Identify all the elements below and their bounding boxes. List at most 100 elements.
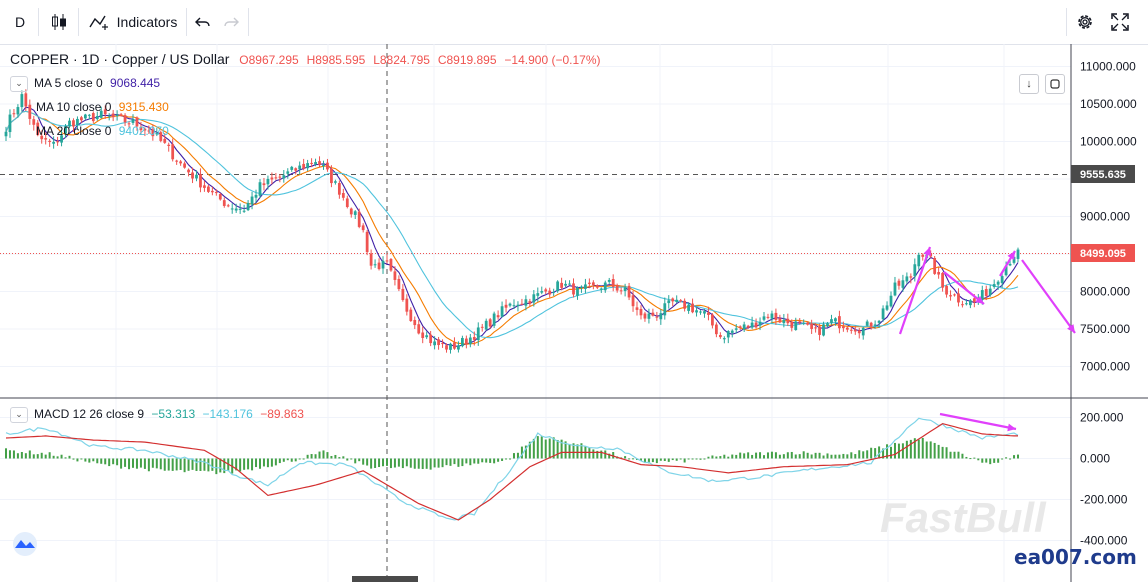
candle-body xyxy=(393,271,397,280)
chart-canvas[interactable]: 11000.000 10500.000 10000.000 9000.000 8000.… xyxy=(0,44,1148,582)
redo-button[interactable] xyxy=(220,6,242,38)
macd-histogram-bar xyxy=(961,453,964,459)
candle-body xyxy=(639,308,643,316)
annotation-arrow xyxy=(1021,259,1076,334)
collapse-icon[interactable]: ⌄ xyxy=(10,76,28,92)
candle-body xyxy=(95,116,99,120)
fullscreen-button[interactable] xyxy=(1106,6,1134,38)
macd-histogram-bar xyxy=(215,458,218,475)
candle-body xyxy=(635,307,639,310)
candle-body xyxy=(853,329,857,332)
macd-histogram-bar xyxy=(580,443,583,459)
macd-histogram-bar xyxy=(897,443,900,459)
candle-body xyxy=(341,192,345,198)
macd-histogram-bar xyxy=(286,458,289,461)
macd-legend[interactable]: ⌄ MACD 12 26 close 9 −53.313 −143.176 −89… xyxy=(10,407,304,423)
candle-body xyxy=(262,183,266,186)
macd-histogram-bar xyxy=(735,454,738,459)
ma20-legend[interactable]: MA 20 close 0 9402.070 xyxy=(36,124,169,138)
macd-histogram-bar xyxy=(84,458,87,462)
macd-histogram-bar xyxy=(24,453,27,459)
macd-histogram-bar xyxy=(282,458,285,462)
annotation-arrow xyxy=(943,271,985,305)
macd-histogram-bar xyxy=(441,458,444,468)
macd-histogram-bar xyxy=(354,458,357,464)
price-tick-label: 9000.000 xyxy=(1080,210,1130,224)
macd-histogram-bar xyxy=(552,437,555,459)
scroll-down-button[interactable]: ↓ xyxy=(1019,74,1039,94)
candle-body xyxy=(234,208,238,211)
macd-histogram-bar xyxy=(838,454,841,459)
macd-histogram-bar xyxy=(965,456,968,459)
candle-body xyxy=(917,254,921,267)
candle-body xyxy=(1016,249,1020,259)
symbol-legend[interactable]: COPPER · 1D · Copper / US Dollar O8967.2… xyxy=(10,51,601,67)
macd-histogram-bar xyxy=(588,447,591,459)
candle-body xyxy=(480,326,484,328)
low-value: L8824.795 xyxy=(373,53,430,67)
macd-histogram-bar xyxy=(679,458,682,460)
logo-icon[interactable] xyxy=(13,532,37,556)
candle-body xyxy=(1000,276,1004,283)
ma10-value: 9315.430 xyxy=(118,100,169,114)
candle-body xyxy=(151,129,155,137)
macd-histogram-bar xyxy=(909,439,912,459)
macd-histogram-bar xyxy=(612,452,615,459)
candles-icon xyxy=(52,14,66,30)
macd-histogram-bar xyxy=(715,456,718,459)
candle-body xyxy=(1008,263,1012,266)
candle-body xyxy=(242,210,246,212)
macd-histogram-bar xyxy=(1005,457,1008,459)
macd-histogram-bar xyxy=(465,458,468,464)
macd-histogram-bar xyxy=(949,451,952,459)
candle-body xyxy=(330,168,333,184)
candle-body xyxy=(810,323,814,329)
candle-body xyxy=(865,321,869,326)
macd-histogram-bar xyxy=(834,454,837,459)
candle-body xyxy=(663,303,667,316)
macd-histogram-bar xyxy=(600,450,603,459)
candle-body xyxy=(524,299,528,306)
macd-histogram-bar xyxy=(366,458,369,466)
candle-body xyxy=(183,163,186,168)
close-value: C8919.895 xyxy=(437,53,497,67)
candle-body xyxy=(707,312,710,315)
macd-histogram-bar xyxy=(675,458,678,461)
moving-averages xyxy=(5,106,1019,347)
macd-histogram-bar xyxy=(921,437,924,459)
macd-histogram-bar xyxy=(128,458,131,470)
candle-body xyxy=(901,280,905,288)
macd-histogram-bar xyxy=(88,458,91,463)
candle-body xyxy=(353,211,357,215)
macd-histogram-bar xyxy=(112,458,115,465)
annotation-arrow xyxy=(939,412,1017,431)
ma20-value: 9402.070 xyxy=(118,124,169,138)
candle-body xyxy=(730,330,734,333)
macd-histogram-bar xyxy=(774,452,777,459)
candle-body xyxy=(679,300,683,302)
candle-body xyxy=(544,289,548,292)
candle-body xyxy=(167,144,171,146)
macd-histogram-bar xyxy=(798,454,801,459)
ma20-label: MA 20 close 0 xyxy=(36,124,112,138)
collapse-icon[interactable]: ⌄ xyxy=(10,407,28,423)
interval-button[interactable]: D xyxy=(6,6,34,38)
maximize-icon xyxy=(1050,79,1060,89)
candle-body xyxy=(687,304,690,311)
ma5-legend[interactable]: ⌄ MA 5 close 0 9068.445 xyxy=(10,76,160,92)
indicators-button[interactable]: Indicators xyxy=(84,6,182,38)
candle-body xyxy=(488,319,492,327)
settings-button[interactable] xyxy=(1071,6,1099,38)
undo-button[interactable] xyxy=(192,6,214,38)
candle-body xyxy=(123,115,127,123)
candle-body xyxy=(468,337,472,345)
candle-body xyxy=(425,335,429,338)
macd-histogram-bar xyxy=(520,446,523,459)
maximize-pane-button[interactable] xyxy=(1045,74,1065,94)
candle-body xyxy=(599,288,603,290)
macd-tick-label: 0.000 xyxy=(1080,452,1110,466)
last-price-label: 8499.095 xyxy=(1080,248,1126,260)
ma10-legend[interactable]: MA 10 close 0 9315.430 xyxy=(36,100,169,114)
macd-histogram-bar xyxy=(568,443,571,459)
chart-type-button[interactable] xyxy=(44,6,74,38)
